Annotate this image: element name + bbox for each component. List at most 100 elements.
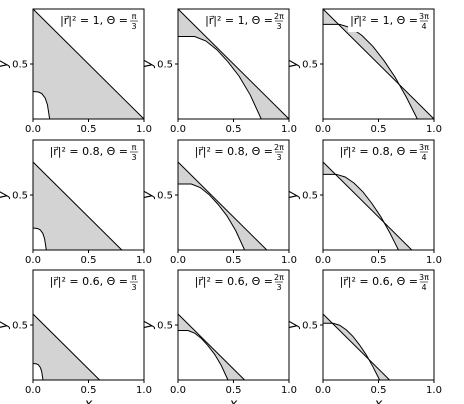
curve: [32, 161, 123, 251]
subplot: 0.0 0.5 1.00.5y|r⃗|² = 1, Θ = 3π4: [286, 8, 442, 135]
y-tick-label: 0.5: [12, 321, 28, 332]
subplot: 0.00.51.00.5yx|r⃗|² = 0.6, Θ =2π3: [141, 269, 297, 404]
x-tick-label: 1.0: [136, 385, 152, 396]
x-tick-label: 0.5: [81, 255, 97, 266]
curve: [322, 313, 390, 381]
title-background: [337, 271, 433, 293]
x-tick-label: 0.0: [315, 385, 331, 396]
y-axis-label: y: [286, 191, 301, 200]
y-tick-label: 0.5: [302, 321, 318, 332]
curve: [178, 36, 262, 120]
y-axis-label: y: [141, 191, 156, 200]
x-tick-label: 0.0: [25, 385, 41, 396]
subplot: 0.00.51.00.5yx|r⃗|² = 0.6, Θ =3π4: [286, 269, 442, 404]
curve: [177, 161, 268, 251]
subplot-title: |r⃗|² = 0.8, Θ =: [340, 145, 418, 158]
y-tick-label: 0.5: [302, 191, 318, 202]
x-tick-label: 1.0: [281, 385, 297, 396]
x-tick-label: 0.0: [315, 124, 331, 135]
curve: [177, 313, 245, 381]
title-background: [58, 10, 143, 32]
title-fraction-numerator: π: [132, 143, 137, 152]
x-tick-label: 1.0: [426, 124, 442, 135]
y-axis-label: y: [286, 60, 301, 69]
title-fraction-numerator: 2π: [274, 12, 284, 21]
y-tick-label: 0.5: [157, 191, 173, 202]
x-tick-label: 1.0: [136, 255, 152, 266]
subplot: 0.00.51.00.5y|r⃗|² = 1, Θ =π3: [0, 8, 152, 135]
subplot: 0.0 0.5 1.00.5y|r⃗|² = 0.8, Θ = 3π4: [286, 139, 442, 266]
title-fraction-numerator: 3π: [419, 143, 429, 152]
subplot: 0.00.51.00.5y|r⃗|² = 0.8, Θ =π3: [0, 139, 152, 266]
title-fraction-numerator: π: [132, 273, 137, 282]
curve: [32, 91, 51, 120]
x-tick-label: 0.5: [226, 385, 242, 396]
title-background: [47, 271, 143, 293]
curve: [32, 8, 145, 120]
subplot-title: |r⃗|² = 0.6, Θ =: [50, 275, 128, 288]
subplot-title: |r⃗|² = 0.6, Θ =: [195, 275, 273, 288]
title-fraction-denominator: 3: [131, 22, 136, 31]
y-axis-label: y: [0, 60, 11, 69]
title-background: [348, 10, 433, 32]
subplot-title: |r⃗|² = 1, Θ =: [60, 14, 128, 27]
curve: [177, 8, 290, 120]
curve: [32, 363, 44, 381]
title-background: [47, 141, 143, 163]
x-tick-label: 1.0: [426, 255, 442, 266]
curve: [322, 8, 435, 120]
x-tick-label: 0.0: [25, 255, 41, 266]
title-fraction-numerator: 3π: [419, 273, 429, 282]
subplot: 0.00.51.00.5yx|r⃗|² = 0.6, Θ =π3: [0, 269, 152, 404]
title-fraction-numerator: 2π: [274, 143, 284, 152]
title-background: [192, 141, 288, 163]
subplot: 0.0 0.5 1.00.5y|r⃗|² = 0.8, Θ = 2π3: [141, 139, 297, 266]
x-tick-label: 0.5: [226, 255, 242, 266]
title-fraction-denominator: 4: [421, 153, 426, 162]
subplot-title: |r⃗|² = 0.8, Θ =: [50, 145, 128, 158]
x-tick-label: 1.0: [281, 124, 297, 135]
x-axis-label: x: [229, 397, 238, 404]
x-tick-label: 0.0: [170, 385, 186, 396]
x-tick-label: 0.5: [81, 124, 97, 135]
title-fraction-denominator: 3: [276, 283, 281, 292]
title-fraction-numerator: 2π: [274, 273, 284, 282]
x-axis-label: x: [84, 397, 93, 404]
curve: [323, 23, 418, 120]
x-tick-label: 0.5: [371, 124, 387, 135]
y-tick-label: 0.5: [12, 191, 28, 202]
x-tick-label: 0.0: [170, 124, 186, 135]
x-tick-label: 0.5: [226, 124, 242, 135]
curve: [32, 227, 47, 251]
x-tick-label: 0.0: [25, 124, 41, 135]
curve: [178, 330, 229, 381]
y-axis-label: y: [141, 321, 156, 330]
y-axis-label: y: [0, 321, 11, 330]
x-axis-label: x: [374, 397, 383, 404]
title-fraction-denominator: 3: [276, 153, 281, 162]
curve: [323, 173, 399, 251]
title-fraction-denominator: 3: [131, 153, 136, 162]
x-tick-label: 0.5: [371, 255, 387, 266]
subplot-title: |r⃗|² = 0.6, Θ =: [340, 275, 418, 288]
title-background: [337, 141, 433, 163]
y-tick-label: 0.5: [12, 60, 28, 71]
x-tick-label: 0.0: [170, 255, 186, 266]
title-fraction-denominator: 3: [131, 283, 136, 292]
x-tick-label: 0.5: [371, 385, 387, 396]
title-background: [192, 271, 288, 293]
x-tick-label: 0.0: [315, 255, 331, 266]
subplot-title: |r⃗|² = 1, Θ =: [205, 14, 273, 27]
curve: [322, 161, 413, 251]
title-fraction-denominator: 3: [276, 22, 281, 31]
title-fraction-denominator: 4: [421, 22, 426, 31]
y-axis-label: y: [286, 321, 301, 330]
title-fraction-denominator: 4: [421, 283, 426, 292]
subplot-title: |r⃗|² = 1, Θ =: [350, 14, 418, 27]
curve: [323, 322, 381, 381]
curve: [32, 313, 100, 381]
subplot-title: |r⃗|² = 0.8, Θ =: [195, 145, 273, 158]
x-tick-label: 0.5: [81, 385, 97, 396]
y-axis-label: y: [0, 191, 11, 200]
